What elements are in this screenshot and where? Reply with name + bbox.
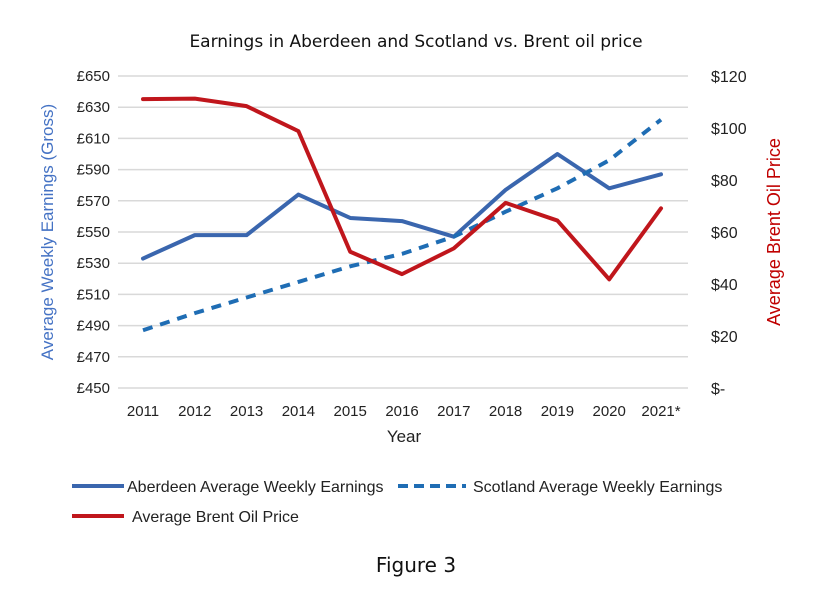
x-tick-label: 2013 <box>230 403 263 420</box>
legend-label: Aberdeen Average Weekly Earnings <box>127 479 383 496</box>
y-right-axis-label: Average Brent Oil Price <box>764 138 784 326</box>
figure-caption: Figure 3 <box>375 553 457 577</box>
y-right-tick-label: $60 <box>711 225 738 242</box>
y-left-tick-label: £630 <box>77 99 110 116</box>
y-right-tick-label: $20 <box>711 329 738 346</box>
x-axis-label: Year <box>387 427 422 446</box>
x-tick-label: 2014 <box>282 403 315 420</box>
x-tick-label: 2021* <box>641 403 680 420</box>
x-tick-label: 2011 <box>127 403 159 420</box>
x-tick-label: 2018 <box>489 403 522 420</box>
x-tick-label: 2012 <box>178 403 211 420</box>
y-right-tick-label: $40 <box>711 277 738 294</box>
y-right-tick-label: $80 <box>711 173 738 190</box>
y-left-tick-label: £530 <box>77 255 110 272</box>
y-left-tick-label: £510 <box>77 286 110 303</box>
legend-label: Average Brent Oil Price <box>132 509 299 526</box>
x-tick-label: 2015 <box>334 403 367 420</box>
legend-label: Scotland Average Weekly Earnings <box>473 479 722 496</box>
y-left-tick-label: £590 <box>77 162 110 179</box>
y-left-tick-label: £490 <box>77 318 110 335</box>
x-tick-label: 2016 <box>385 403 418 420</box>
chart: Earnings in Aberdeen and Scotland vs. Br… <box>38 32 784 526</box>
y-left-tick-label: £550 <box>77 224 110 241</box>
y-right-tick-label: $120 <box>711 69 747 86</box>
x-tick-label: 2019 <box>541 403 574 420</box>
chart-title: Earnings in Aberdeen and Scotland vs. Br… <box>189 32 642 52</box>
x-tick-label: 2020 <box>593 403 626 420</box>
x-tick-label: 2017 <box>437 403 470 420</box>
y-left-axis-label: Average Weekly Earnings (Gross) <box>38 104 57 360</box>
y-left-tick-label: £450 <box>77 380 110 397</box>
y-right-tick-label: $100 <box>711 121 747 138</box>
y-left-tick-label: £650 <box>77 68 110 85</box>
y-left-tick-label: £610 <box>77 130 110 147</box>
y-left-tick-label: £470 <box>77 349 110 366</box>
series-line-scotland-average-weekly-earnings <box>142 118 663 333</box>
y-right-tick-label: $- <box>711 381 725 398</box>
y-left-tick-label: £570 <box>77 193 110 210</box>
